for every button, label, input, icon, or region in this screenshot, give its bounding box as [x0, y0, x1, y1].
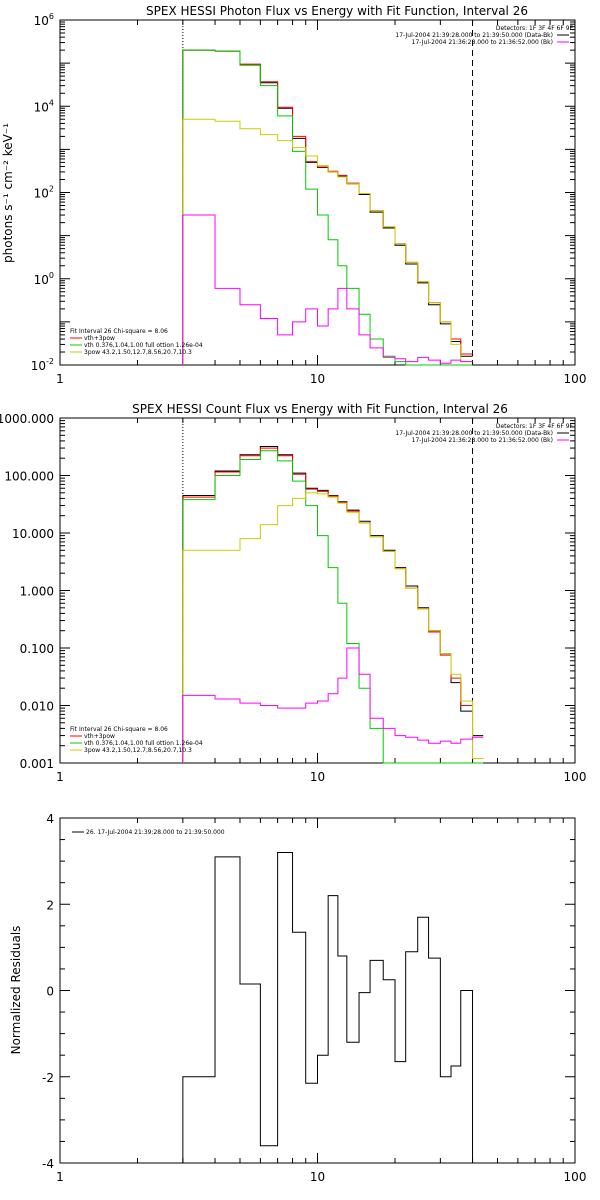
legend-entry-label: 26. 17-Jul-2004 21:39:28.000 to 21:39:50…: [86, 829, 225, 836]
legend-entry-label: 3pow 43.2,1.50,12.7,8.56,20.7,10.3: [84, 349, 192, 356]
x-axis-ticks: 1 10 100: [56, 20, 586, 386]
x-tick-label: 100: [564, 372, 587, 386]
x-tick-label: 10: [310, 770, 325, 784]
y-axis-ticks: -4 -2 0 2 4: [42, 812, 575, 1171]
series-background: [182, 647, 484, 763]
photon-flux-panel: SPEX HESSI Photon Flux vs Energy with Fi…: [1, 4, 586, 386]
legend-header: Fit Interval 26 Chi-square = 8.06: [70, 328, 168, 335]
series-residuals: [182, 852, 474, 1163]
x-axis-ticks: 1 10 100: [56, 418, 586, 784]
legend-entry-label: 3pow 43.2,1.50,12.7,8.56,20.7,10.3: [84, 747, 192, 754]
y-tick-label: 10.000: [12, 527, 54, 541]
y-tick-label: 0: [46, 985, 54, 999]
y-tick-label: 0.100: [20, 642, 54, 656]
residuals-panel: Normalized Residuals -4 -2 0 2 4 1 10 100 26. …: [9, 812, 586, 1184]
y-tick-label: 104: [34, 98, 54, 114]
legend-entry-label: 17-Jul-2004 21:39:28.000 to 21:39:50.000…: [395, 32, 553, 39]
chart-title: SPEX HESSI Count Flux vs Energy with Fit…: [132, 402, 508, 416]
y-tick-label: 0.010: [20, 700, 54, 714]
y-axis-ticks: 10-2 100 102 104 106: [31, 12, 575, 373]
x-tick-label: 10: [310, 1170, 325, 1184]
y-tick-label: 2: [46, 898, 54, 912]
x-tick-label: 100: [564, 1170, 587, 1184]
series-powerlaw: [182, 118, 473, 365]
x-tick-label: 1: [56, 372, 64, 386]
y-tick-label: 100.000: [4, 470, 54, 484]
legend-bottom-left: Fit Interval 26 Chi-square = 8.06vth+3po…: [70, 726, 203, 754]
legend-top-left: 26. 17-Jul-2004 21:39:28.000 to 21:39:50…: [72, 829, 225, 836]
legend-header: Fit Interval 26 Chi-square = 8.06: [70, 726, 168, 733]
y-tick-label: 106: [34, 12, 54, 28]
data-series: [182, 49, 473, 366]
x-tick-label: 1: [56, 1170, 64, 1184]
legend-entry-label: vth 0.376,1.04,1.00 full ottion 1.26e-04: [84, 740, 203, 747]
data-series: [182, 852, 474, 1163]
legend-header: Detectors: 1F 3F 4F 6F 9F: [496, 423, 574, 430]
legend-header: Detectors: 1F 3F 4F 6F 9F: [496, 25, 574, 32]
data-series: [182, 445, 484, 764]
y-tick-label: 0.001: [20, 757, 54, 771]
count-flux-panel: SPEX HESSI Count Flux vs Energy with Fit…: [0, 402, 586, 784]
series-background: [182, 214, 473, 365]
y-tick-label: 100: [34, 271, 54, 287]
legend-entry-label: 17-Jul-2004 21:36:28.000 to 21:36:52.000…: [412, 39, 553, 46]
legend-entry-label: 17-Jul-2004 21:36:28.000 to 21:36:52.000…: [412, 437, 553, 444]
y-tick-label: 102: [34, 185, 54, 201]
series-thermal: [182, 450, 484, 764]
y-axis-ticks: 0.001 0.010 0.100 1.000 10.000 100.000 1000.00…: [0, 412, 575, 771]
legend-entry-label: vth+3pow: [84, 335, 115, 342]
energy-range-markers: [182, 418, 474, 763]
y-tick-label: 1.000: [20, 585, 54, 599]
y-tick-label: -2: [42, 1071, 54, 1085]
y-tick-label: -4: [42, 1157, 54, 1171]
x-tick-label: 1: [56, 770, 64, 784]
y-axis-label: Normalized Residuals: [9, 926, 23, 1055]
y-tick-label: 10-2: [31, 357, 54, 373]
series-thermal: [182, 49, 473, 366]
x-axis-ticks: 1 10 100: [56, 818, 586, 1184]
y-tick-label: 1000.000: [0, 412, 54, 426]
chart-title: SPEX HESSI Photon Flux vs Energy with Fi…: [146, 4, 528, 18]
legend-entry-label: 17-Jul-2004 21:39:28.000 to 21:39:50.000…: [395, 430, 553, 437]
legend-bottom-left: Fit Interval 26 Chi-square = 8.06vth+3po…: [70, 328, 203, 356]
x-tick-label: 100: [564, 770, 587, 784]
y-axis-label: photons s⁻¹ cm⁻² keV⁻¹: [1, 123, 15, 263]
y-tick-label: 4: [46, 812, 54, 826]
legend-entry-label: vth 0.376,1.04,1.00 full ottion 1.26e-04: [84, 342, 203, 349]
legend-entry-label: vth+3pow: [84, 733, 115, 740]
series-powerlaw: [182, 492, 484, 763]
x-tick-label: 10: [310, 372, 325, 386]
